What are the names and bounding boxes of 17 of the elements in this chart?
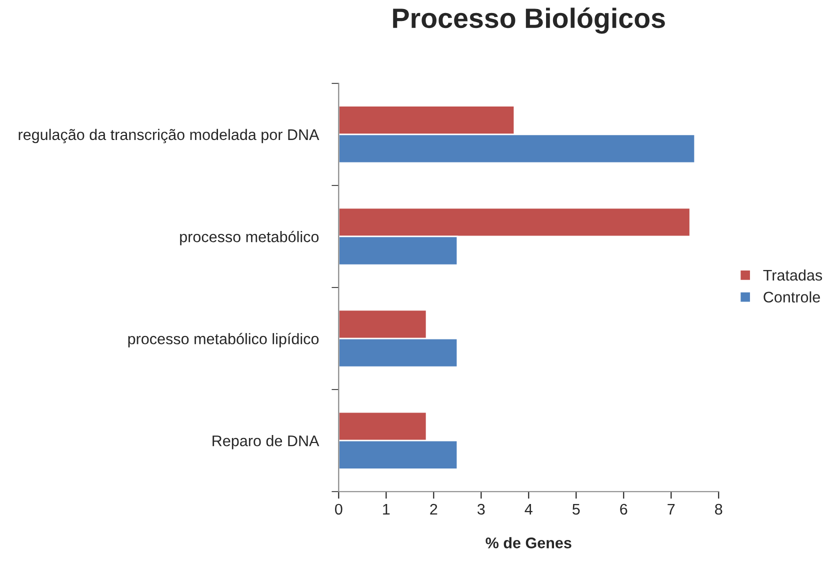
x-tick-label: 5 xyxy=(572,504,580,515)
legend-label: Tratadas xyxy=(763,269,822,281)
x-tick-label: 7 xyxy=(668,504,675,514)
x-tick-label: 1 xyxy=(383,504,390,514)
x-tick-label: 6 xyxy=(620,504,628,515)
y-tick-label: processo metabólico xyxy=(180,230,319,246)
chart-title: Processo Biológicos xyxy=(393,7,665,34)
y-tick-label: processo metabólico lipídico xyxy=(128,332,319,348)
x-tick-label: 2 xyxy=(430,504,438,514)
legend-label: Controle xyxy=(764,291,820,303)
x-tick-label: 4 xyxy=(524,504,532,514)
x-tick-label: 0 xyxy=(335,504,342,515)
x-tick-label: 3 xyxy=(477,504,485,515)
x-tick-label: 8 xyxy=(715,504,722,515)
y-tick-label: Reparo de DNA xyxy=(212,435,320,450)
y-tick-label: regulação da transcrição modelada por DNA xyxy=(18,128,320,144)
x-axis-title: % de Genes xyxy=(486,537,572,548)
